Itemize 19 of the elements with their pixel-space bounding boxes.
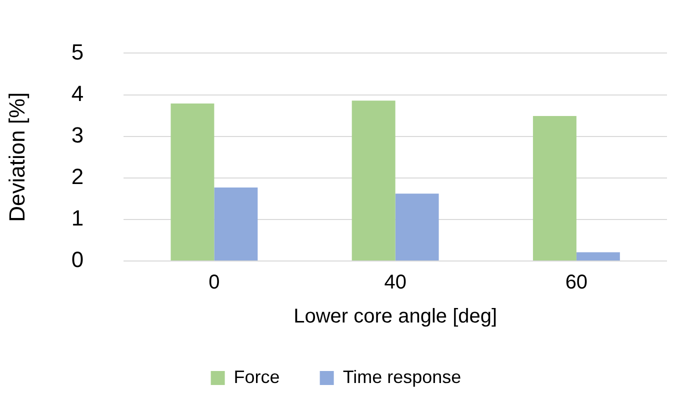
y-tick-label: 5 <box>71 39 84 64</box>
bar <box>576 252 620 260</box>
y-tick-label: 1 <box>71 206 84 231</box>
bar <box>395 194 439 260</box>
x-tick-label: 60 <box>565 272 588 294</box>
x-axis-title: Lower core angle [deg] <box>294 306 498 328</box>
legend-label: Time response <box>342 366 462 387</box>
y-tick-label: 4 <box>71 80 84 106</box>
y-tick-label: 0 <box>71 247 84 272</box>
x-tick-label: 0 <box>208 272 220 294</box>
y-tick-label: 3 <box>71 122 84 148</box>
legend-label: Force <box>234 366 280 387</box>
bar <box>214 187 258 260</box>
bar <box>170 103 214 260</box>
bar <box>352 100 396 260</box>
x-tick-label: 40 <box>384 272 406 294</box>
y-tick-label: 2 <box>71 164 84 189</box>
bar <box>532 116 576 260</box>
y-axis-title: Deviation [%] <box>4 92 30 222</box>
